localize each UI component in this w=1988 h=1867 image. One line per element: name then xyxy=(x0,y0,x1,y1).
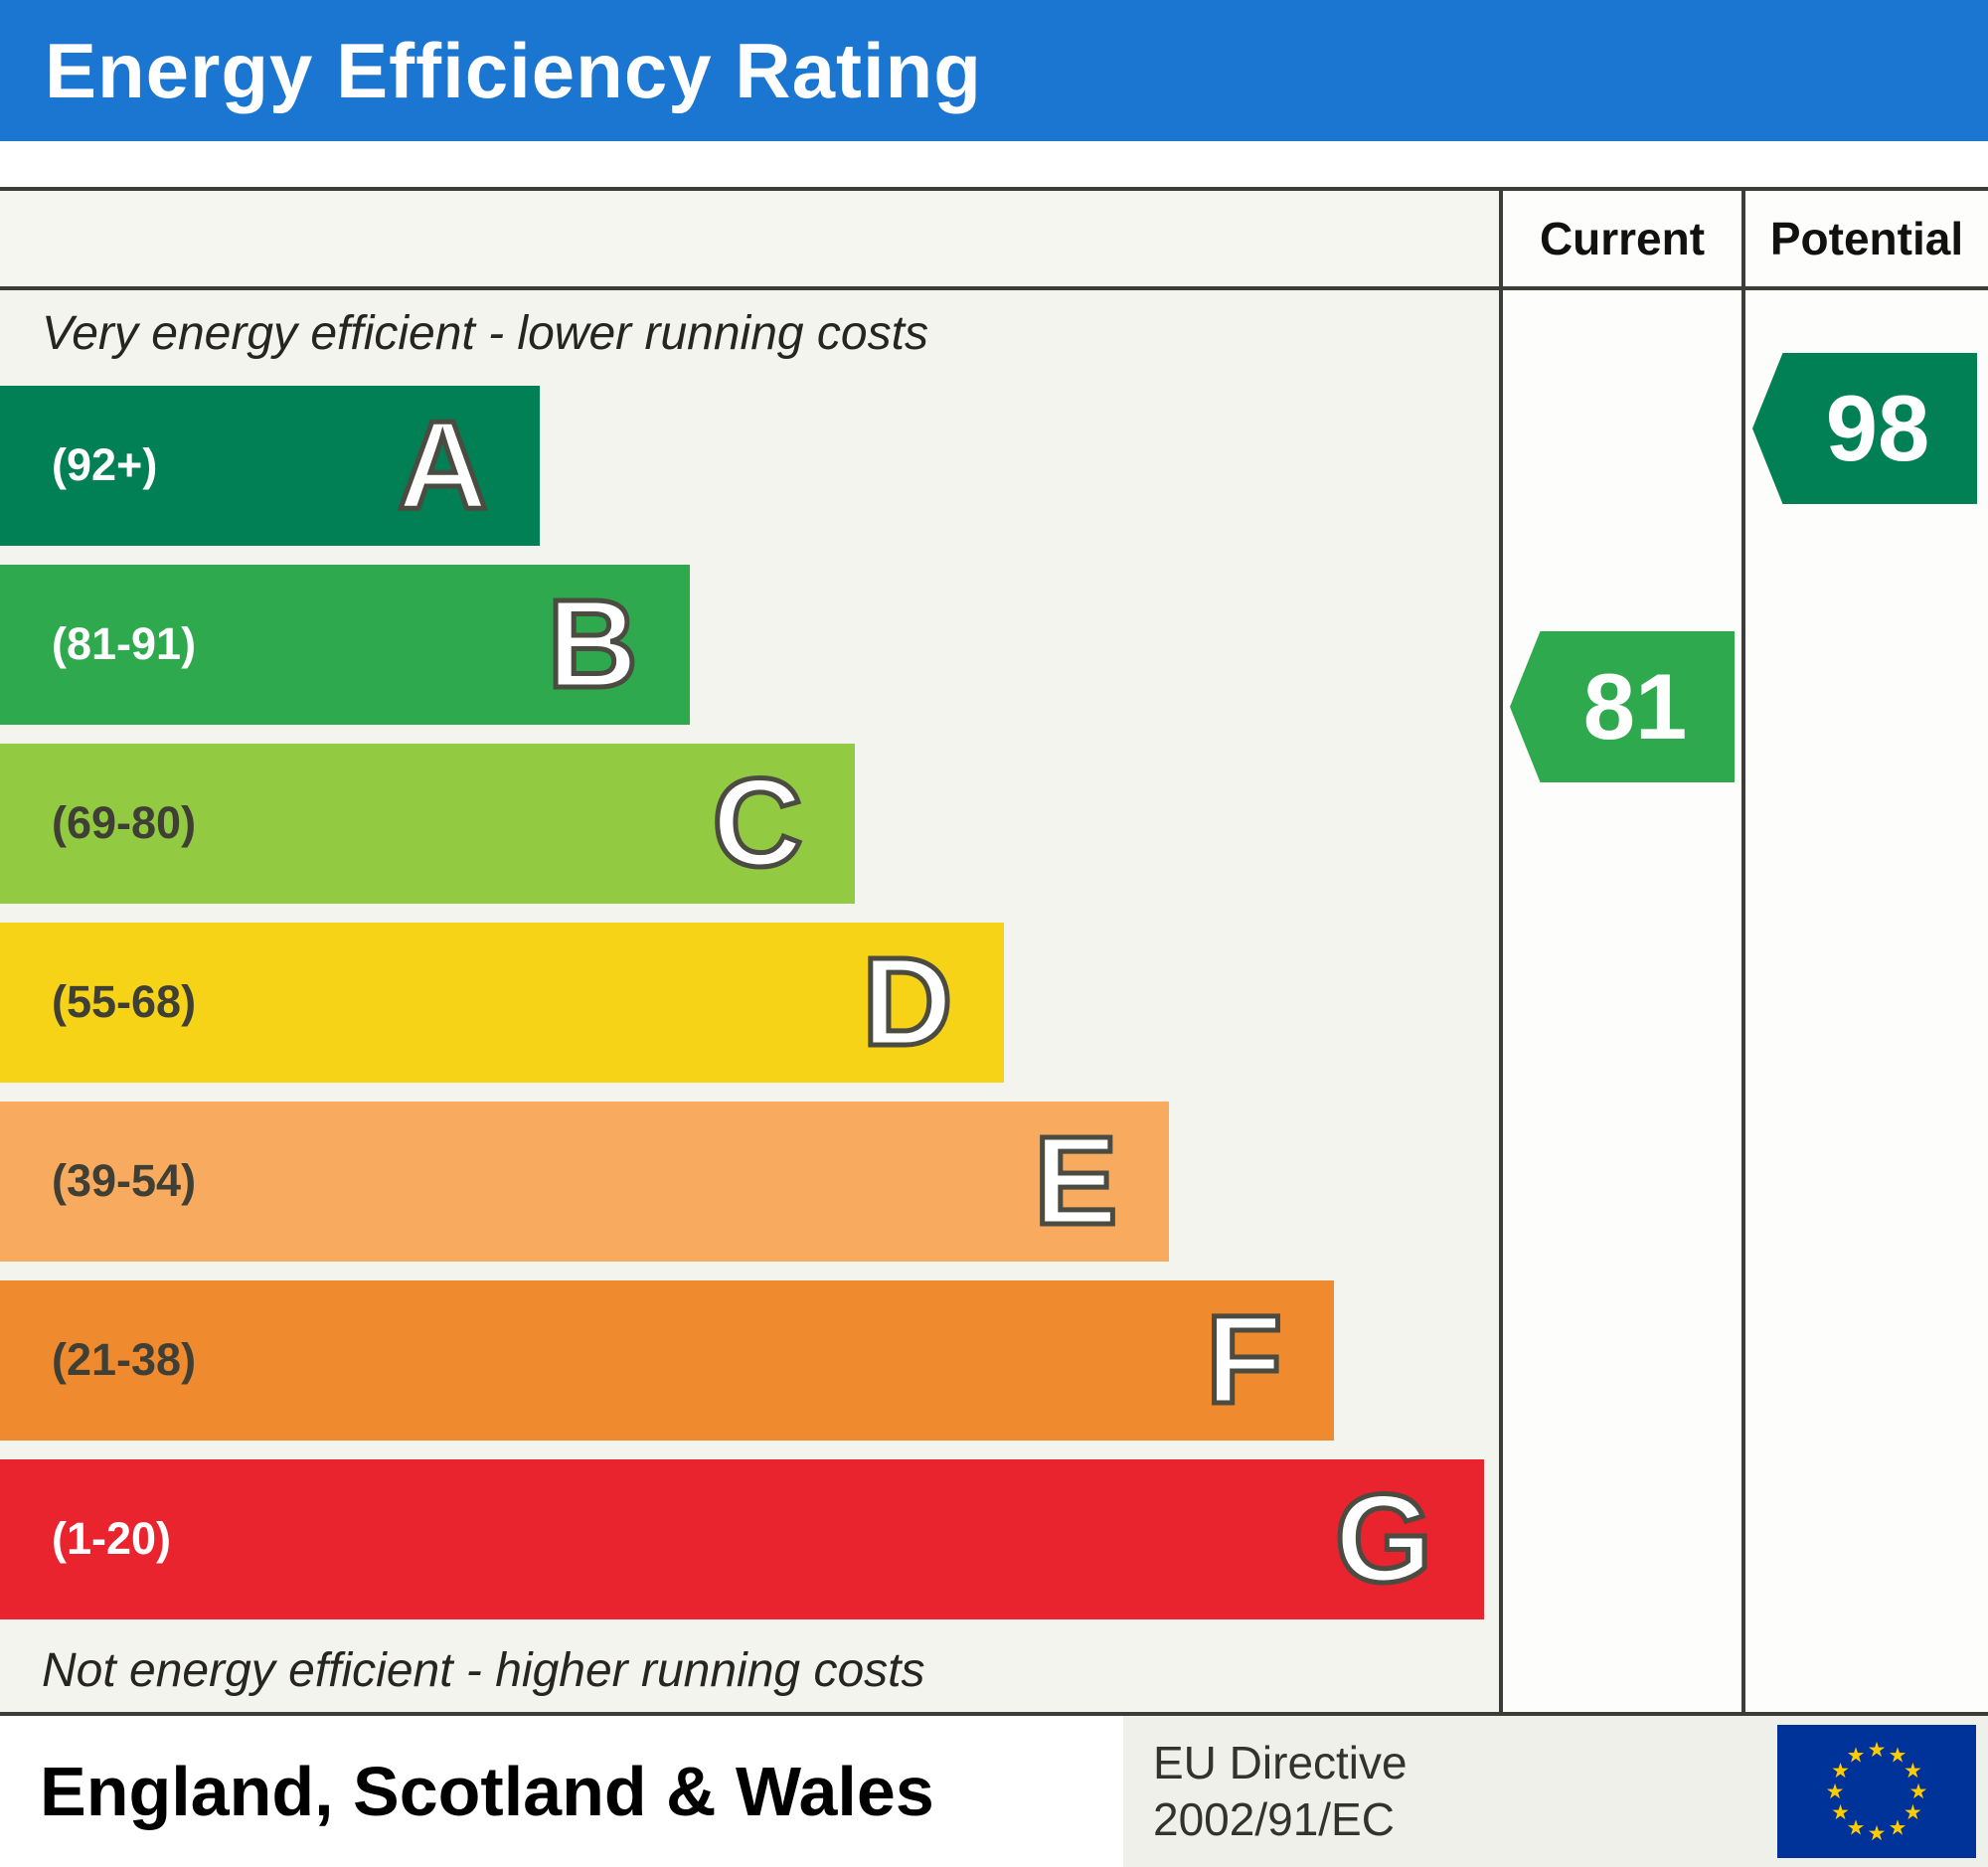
eu-directive-label: EU Directive 2002/91/EC xyxy=(1153,1735,1408,1849)
band-bar-a: (92+) A xyxy=(0,385,540,546)
eu-directive-line1: EU Directive xyxy=(1153,1736,1408,1788)
svg-text:★: ★ xyxy=(1826,1780,1845,1803)
band-range-label: (92+) xyxy=(52,439,158,490)
svg-text:★: ★ xyxy=(1868,1738,1887,1762)
band-range-label: (81-91) xyxy=(52,618,197,669)
svg-text:★: ★ xyxy=(1909,1780,1928,1803)
band-row-a: (92+) A xyxy=(0,376,1499,555)
band-letter: G xyxy=(1332,1468,1434,1609)
svg-text:★: ★ xyxy=(1889,1744,1907,1768)
eu-flag-icon: ★ ★ ★ ★ ★ ★ ★ ★ ★ ★ ★ ★ xyxy=(1777,1725,1976,1858)
band-bar-f: (21-38) F xyxy=(0,1279,1335,1441)
band-bar-g: (1-20) G xyxy=(0,1458,1484,1619)
current-rating-value: 81 xyxy=(1582,654,1688,759)
current-rating-column: 81 xyxy=(1503,290,1745,1712)
potential-rating-value: 98 xyxy=(1825,376,1930,480)
bottom-scale-label: Not energy efficient - higher running co… xyxy=(42,1643,925,1697)
chart-header-cell xyxy=(0,191,1503,286)
current-rating-arrow: 81 xyxy=(1510,631,1735,782)
potential-rating-column: 98 xyxy=(1745,290,1988,1712)
band-letter: C xyxy=(710,753,805,893)
band-letter: F xyxy=(1204,1289,1285,1430)
table-header-row: Current Potential xyxy=(0,191,1988,290)
svg-text:★: ★ xyxy=(1904,1759,1922,1782)
svg-text:★: ★ xyxy=(1904,1800,1922,1824)
page-footer: England, Scotland & Wales EU Directive 2… xyxy=(0,1716,1988,1867)
eu-directive-line2: 2002/91/EC xyxy=(1153,1793,1395,1845)
svg-text:★: ★ xyxy=(1868,1821,1887,1845)
band-range-label: (1-20) xyxy=(52,1513,172,1564)
band-bar-b: (81-91) B xyxy=(0,564,690,725)
band-range-label: (21-38) xyxy=(52,1334,197,1385)
band-row-c: (69-80) C xyxy=(0,734,1499,913)
band-row-d: (55-68) D xyxy=(0,913,1499,1092)
band-row-f: (21-38) F xyxy=(0,1271,1499,1449)
region-label: England, Scotland & Wales xyxy=(0,1716,1123,1867)
svg-text:★: ★ xyxy=(1847,1744,1866,1768)
band-bar-d: (55-68) D xyxy=(0,922,1005,1083)
rating-scale: Very energy efficient - lower running co… xyxy=(0,290,1503,1712)
potential-column-header: Potential xyxy=(1745,191,1988,286)
page-header: Energy Efficiency Rating xyxy=(0,0,1988,141)
table-body-row: Very energy efficient - lower running co… xyxy=(0,290,1988,1712)
rating-bands: (92+) A (81-91) B (69-80) C xyxy=(0,376,1499,1628)
directive-panel: EU Directive 2002/91/EC ★ ★ ★ ★ ★ ★ ★ ★ … xyxy=(1123,1716,1988,1867)
rating-table: Current Potential Very energy efficient … xyxy=(0,187,1988,1716)
band-letter: E xyxy=(1032,1110,1120,1251)
svg-text:★: ★ xyxy=(1831,1759,1850,1782)
top-scale-label: Very energy efficient - lower running co… xyxy=(42,306,928,360)
svg-text:★: ★ xyxy=(1831,1800,1850,1824)
band-row-e: (39-54) E xyxy=(0,1092,1499,1271)
band-row-b: (81-91) B xyxy=(0,555,1499,734)
band-bar-e: (39-54) E xyxy=(0,1101,1170,1262)
band-letter: D xyxy=(860,932,955,1072)
svg-text:★: ★ xyxy=(1889,1815,1907,1839)
potential-rating-arrow: 98 xyxy=(1752,353,1977,504)
page-title: Energy Efficiency Rating xyxy=(45,26,982,114)
band-range-label: (69-80) xyxy=(52,797,197,848)
band-range-label: (55-68) xyxy=(52,976,197,1027)
band-letter: B xyxy=(545,574,640,714)
band-row-g: (1-20) G xyxy=(0,1449,1499,1628)
band-bar-c: (69-80) C xyxy=(0,743,855,904)
current-column-header: Current xyxy=(1503,191,1745,286)
band-letter: A xyxy=(395,395,490,535)
band-range-label: (39-54) xyxy=(52,1155,197,1206)
svg-text:★: ★ xyxy=(1847,1815,1866,1839)
